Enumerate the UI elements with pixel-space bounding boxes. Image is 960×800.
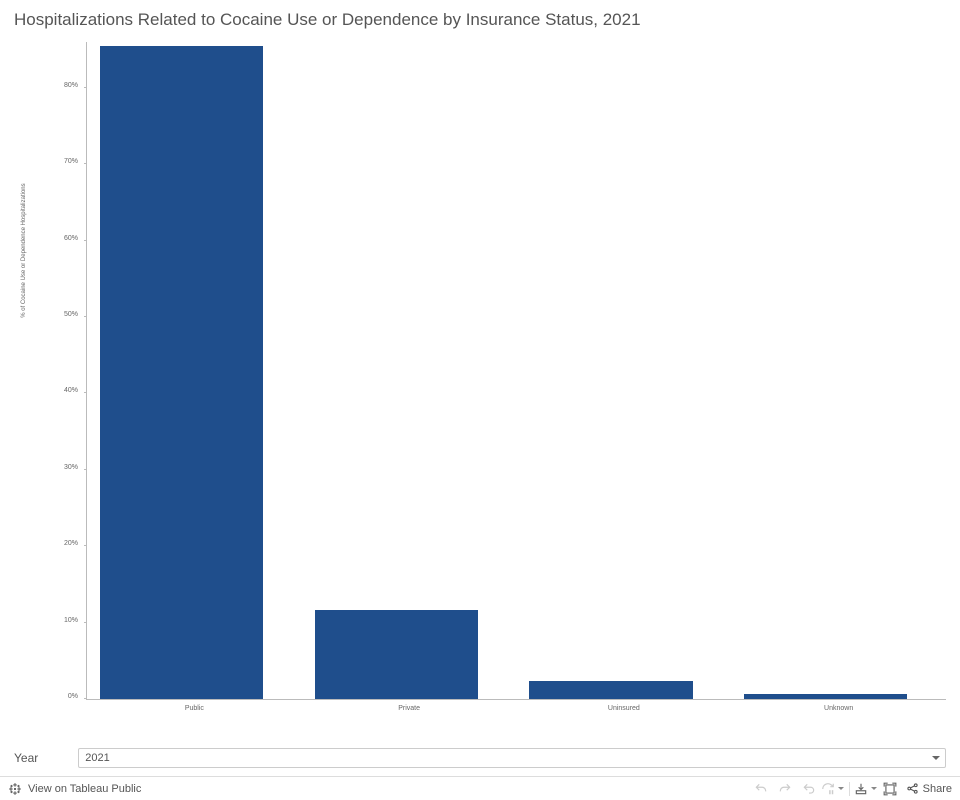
y-tick-label: 40%	[64, 387, 78, 394]
undo-button[interactable]	[749, 779, 773, 799]
pause-dropdown-button[interactable]	[821, 779, 845, 799]
bar[interactable]	[315, 610, 478, 699]
download-dropdown-button[interactable]	[854, 779, 878, 799]
chart-title: Hospitalizations Related to Cocaine Use …	[0, 0, 960, 30]
fullscreen-button[interactable]	[878, 779, 902, 799]
toolbar-divider	[849, 782, 850, 796]
toolbar: View on Tableau Public Share	[0, 776, 960, 800]
bar-slot: Private	[302, 42, 517, 699]
chevron-down-icon	[932, 756, 940, 760]
year-filter-row: Year 2021	[14, 748, 946, 768]
replay-icon	[802, 782, 816, 796]
y-gridline: 30%	[84, 469, 946, 470]
download-icon	[854, 782, 868, 796]
year-select-value: 2021	[85, 752, 109, 764]
y-gridline: 10%	[84, 622, 946, 623]
undo-icon	[754, 782, 768, 796]
y-tick-label: 70%	[64, 158, 78, 165]
bar-slot: Uninsured	[517, 42, 732, 699]
plot-region: PublicPrivateUninsuredUnknown 0% 10% 20% 30…	[86, 42, 946, 700]
view-on-tableau-link[interactable]: View on Tableau Public	[28, 783, 141, 795]
y-gridline: 0%	[84, 698, 946, 699]
y-gridline: 50%	[84, 316, 946, 317]
year-select[interactable]: 2021	[78, 748, 946, 768]
share-button[interactable]: Share	[902, 782, 952, 795]
refresh-pause-icon	[821, 782, 835, 796]
fullscreen-icon	[883, 782, 897, 796]
y-tick-label: 80%	[64, 82, 78, 89]
y-tick-label: 60%	[64, 235, 78, 242]
y-gridline: 60%	[84, 240, 946, 241]
y-tick-label: 30%	[64, 464, 78, 471]
y-gridline: 20%	[84, 545, 946, 546]
share-label: Share	[923, 783, 952, 795]
year-filter-label: Year	[14, 751, 38, 765]
y-axis-label: % of Cocaine Use or Dependence Hospitali…	[21, 183, 27, 317]
y-gridline: 70%	[84, 163, 946, 164]
y-tick-label: 20%	[64, 540, 78, 547]
bar[interactable]	[100, 46, 263, 699]
bar[interactable]	[529, 681, 692, 699]
redo-icon	[778, 782, 792, 796]
share-icon	[906, 782, 919, 795]
bars-container: PublicPrivateUninsuredUnknown	[87, 42, 946, 699]
bar-slot: Unknown	[731, 42, 946, 699]
chevron-down-icon	[838, 787, 844, 790]
x-category-label: Private	[398, 705, 420, 712]
chevron-down-icon	[871, 787, 877, 790]
bar-slot: Public	[87, 42, 302, 699]
chart-area: % of Cocaine Use or Dependence Hospitali…	[30, 38, 950, 726]
y-tick-label: 50%	[64, 311, 78, 318]
redo-button[interactable]	[773, 779, 797, 799]
x-category-label: Uninsured	[608, 705, 640, 712]
y-gridline: 40%	[84, 392, 946, 393]
y-tick-label: 0%	[68, 693, 78, 700]
replay-button[interactable]	[797, 779, 821, 799]
y-gridline: 80%	[84, 87, 946, 88]
y-tick-label: 10%	[64, 617, 78, 624]
x-category-label: Unknown	[824, 705, 853, 712]
tableau-logo-icon	[8, 782, 22, 796]
x-category-label: Public	[185, 705, 204, 712]
